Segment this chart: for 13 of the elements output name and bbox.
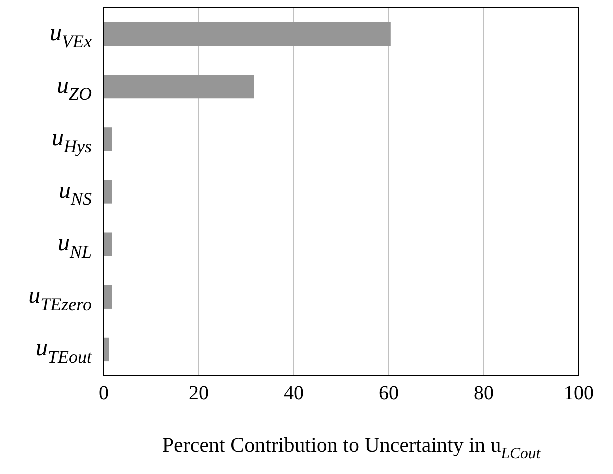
x-tick-label: 0 — [99, 382, 109, 404]
x-tick-label: 20 — [189, 382, 209, 404]
bar — [104, 22, 391, 46]
x-tick-label: 80 — [474, 382, 494, 404]
bar — [104, 285, 112, 309]
bar — [104, 338, 110, 362]
bar — [104, 128, 112, 152]
bar — [104, 180, 112, 204]
x-tick-label: 40 — [284, 382, 304, 404]
bar — [104, 75, 254, 99]
bar — [104, 232, 112, 256]
x-tick-label: 60 — [379, 382, 399, 404]
x-tick-label: 100 — [564, 382, 594, 404]
